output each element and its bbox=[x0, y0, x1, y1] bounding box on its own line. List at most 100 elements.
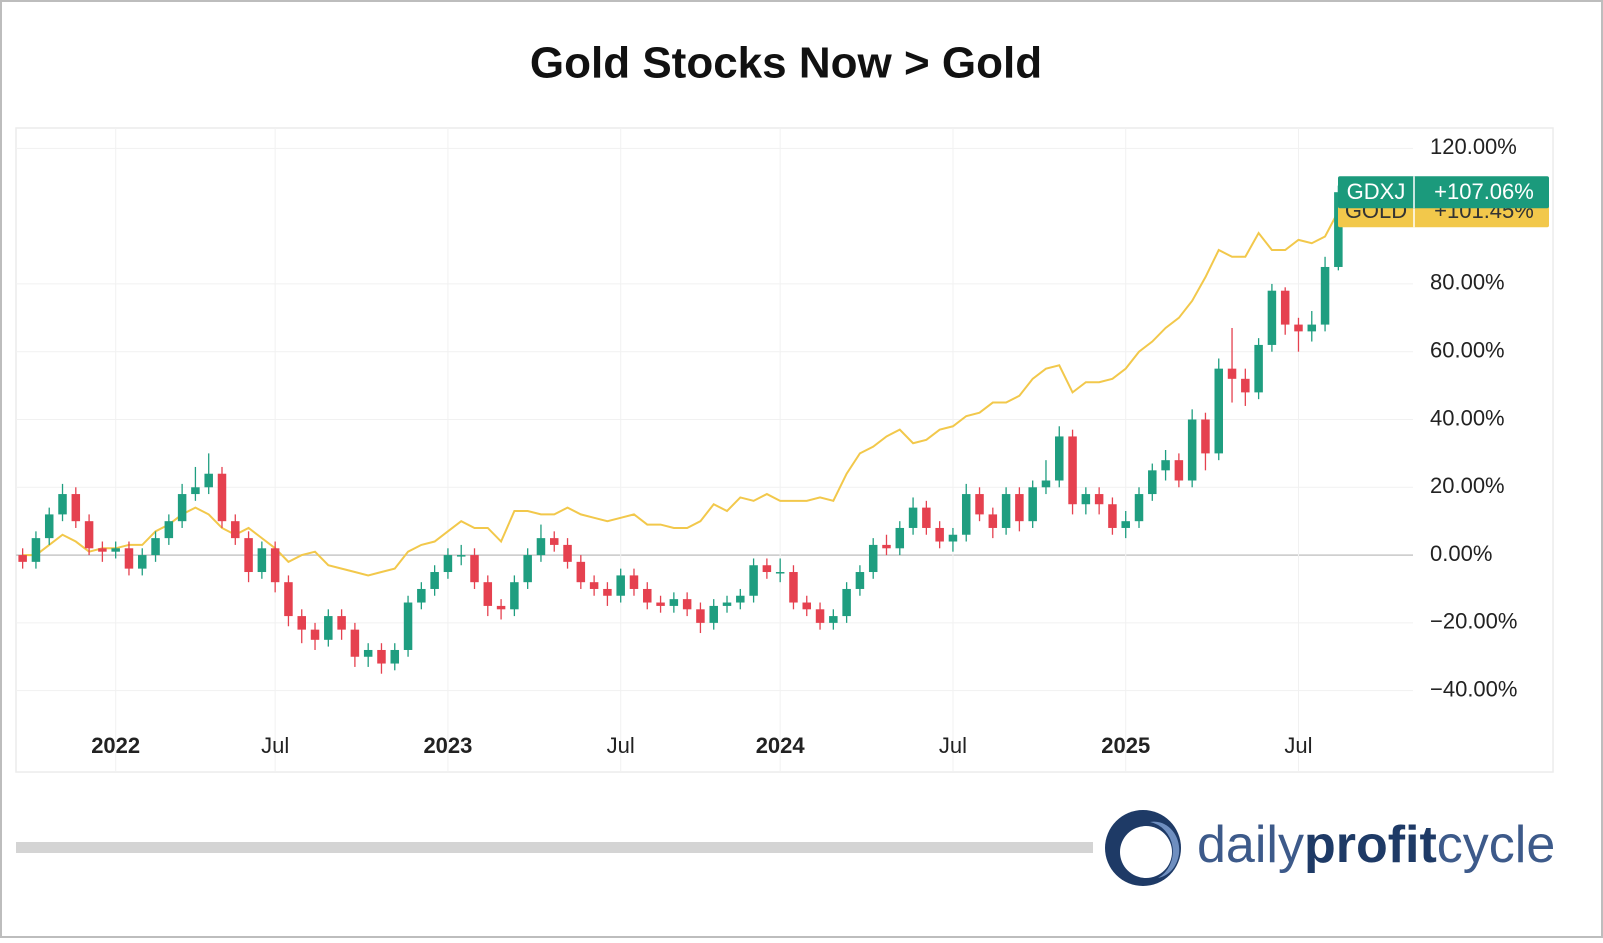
candle-body bbox=[1334, 192, 1343, 267]
candle-body bbox=[403, 602, 413, 650]
candle-body bbox=[961, 494, 971, 535]
candle-body bbox=[337, 616, 346, 630]
candle-body bbox=[935, 527, 944, 542]
candle-body bbox=[975, 494, 984, 515]
candle-body bbox=[44, 514, 54, 539]
y-tick-label: 20.00% bbox=[1430, 473, 1505, 498]
candle-body bbox=[510, 582, 519, 610]
candle-body bbox=[629, 575, 639, 589]
logo-mark bbox=[1120, 826, 1172, 878]
candle-body bbox=[576, 561, 586, 583]
x-tick-label: Jul bbox=[1284, 733, 1312, 758]
candle-body bbox=[1201, 419, 1210, 454]
brand-part: daily bbox=[1197, 816, 1304, 874]
y-tick-label: 120.00% bbox=[1430, 134, 1517, 159]
candle-body bbox=[988, 514, 998, 528]
candle-body bbox=[1320, 266, 1330, 325]
x-tick-label: Jul bbox=[607, 733, 635, 758]
candle-body bbox=[31, 538, 41, 562]
candle-body bbox=[1148, 470, 1157, 495]
candle-body bbox=[417, 588, 426, 603]
y-tick-label: 40.00% bbox=[1430, 405, 1505, 430]
y-tick-label: −40.00% bbox=[1430, 676, 1517, 701]
candle-body bbox=[616, 575, 625, 596]
candle-body bbox=[138, 555, 147, 569]
candle-body bbox=[58, 494, 67, 515]
candle-body bbox=[1174, 460, 1184, 481]
gold-line bbox=[22, 210, 1340, 577]
candle-body bbox=[762, 565, 772, 573]
x-tick-label: 2025 bbox=[1101, 733, 1150, 758]
candle-body bbox=[1094, 494, 1104, 505]
candle-body bbox=[324, 616, 333, 640]
candle-body bbox=[802, 602, 812, 610]
y-tick-label: 60.00% bbox=[1430, 338, 1505, 363]
candle-body bbox=[164, 521, 174, 539]
candle-body bbox=[563, 544, 572, 562]
x-tick-label: Jul bbox=[939, 733, 967, 758]
candle-body bbox=[496, 605, 506, 610]
candle-body bbox=[1068, 436, 1077, 505]
candle-body bbox=[1161, 460, 1170, 471]
candle-body bbox=[549, 538, 559, 545]
candle-body bbox=[589, 582, 599, 589]
candle-body bbox=[1267, 290, 1277, 345]
candle-body bbox=[603, 588, 612, 596]
candle-body bbox=[204, 473, 213, 488]
candle-body bbox=[789, 572, 798, 603]
candle-body bbox=[483, 582, 493, 606]
x-tick-label: 2024 bbox=[756, 733, 806, 758]
candle-body bbox=[523, 555, 532, 583]
plot: 120.00% 80.00% 60.00% 40.00% 20.00% 0.00% −20.… bbox=[16, 128, 1549, 772]
candle-body bbox=[1134, 494, 1144, 522]
candle-body bbox=[177, 494, 187, 522]
candle-body bbox=[1121, 521, 1130, 528]
candle-body bbox=[84, 521, 94, 549]
candle-body bbox=[643, 588, 652, 603]
brand-part: profit bbox=[1304, 816, 1437, 874]
candle-body bbox=[151, 538, 160, 556]
candle-body bbox=[244, 538, 253, 573]
candle-body bbox=[1041, 480, 1051, 488]
y-tick-label: 0.00% bbox=[1430, 541, 1492, 566]
candle-body bbox=[736, 595, 745, 603]
candle-body bbox=[470, 555, 479, 583]
candle-body bbox=[350, 629, 360, 657]
divider-bar bbox=[16, 842, 1093, 853]
y-tick-label: −20.00% bbox=[1430, 609, 1517, 634]
candle-body bbox=[948, 534, 958, 542]
candle-body bbox=[682, 599, 692, 610]
legend-name: GDXJ bbox=[1347, 179, 1406, 204]
price-tag bbox=[1338, 176, 1549, 209]
candle-body bbox=[1307, 324, 1317, 332]
plot-panel bbox=[15, 127, 1554, 773]
candle-body bbox=[656, 602, 665, 606]
candle-body bbox=[98, 548, 107, 552]
candle-body bbox=[1280, 290, 1290, 325]
candle-body bbox=[297, 616, 306, 630]
candle-body bbox=[815, 609, 825, 623]
value-label: +107.06% bbox=[1434, 179, 1534, 204]
candle-body bbox=[922, 507, 931, 528]
candle-body bbox=[1001, 494, 1011, 528]
candle-body bbox=[1108, 504, 1117, 528]
candle-body bbox=[1254, 344, 1263, 393]
candle-body bbox=[536, 538, 546, 556]
candle-body bbox=[842, 588, 851, 617]
candle-body bbox=[709, 605, 718, 623]
candle-body bbox=[456, 555, 466, 557]
candle-body bbox=[270, 548, 280, 583]
candle-body bbox=[443, 555, 453, 573]
candle-body bbox=[310, 629, 320, 640]
candle-body bbox=[191, 487, 200, 495]
candle-body bbox=[1028, 487, 1037, 522]
x-tick-label: 2023 bbox=[423, 733, 472, 758]
candle-body bbox=[696, 609, 705, 623]
candle-body bbox=[669, 599, 679, 606]
candle-body bbox=[775, 572, 785, 574]
candle-body bbox=[722, 602, 732, 606]
x-tick-label: Jul bbox=[261, 733, 289, 758]
candle-body bbox=[377, 649, 386, 664]
